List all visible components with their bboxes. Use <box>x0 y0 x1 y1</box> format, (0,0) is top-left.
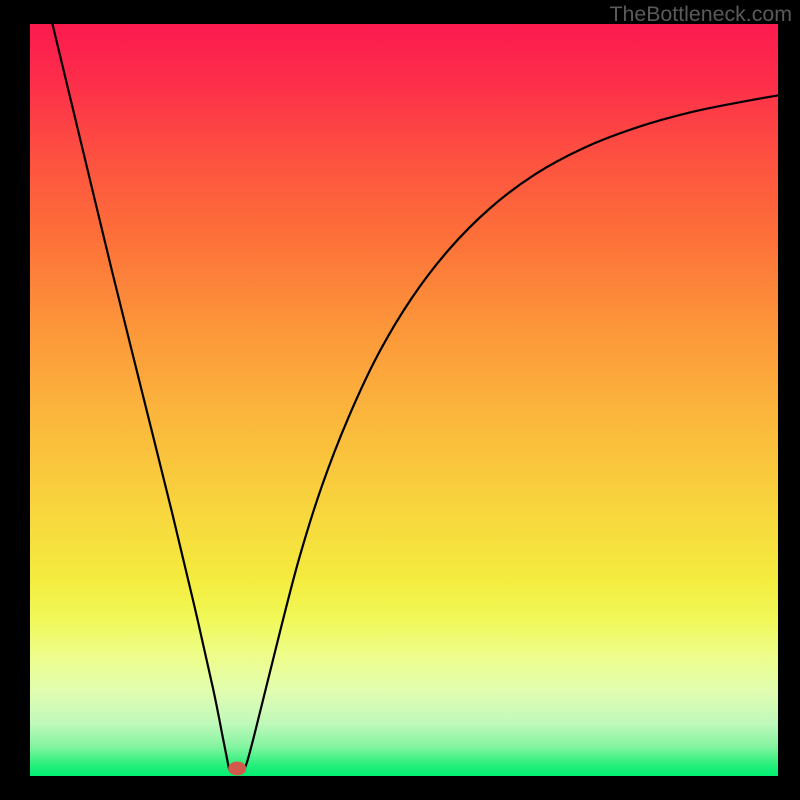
watermark-text: TheBottleneck.com <box>609 2 792 27</box>
chart-background <box>30 24 778 776</box>
minimum-marker <box>228 761 246 775</box>
bottleneck-curve-chart <box>0 0 800 800</box>
chart-container: TheBottleneck.com <box>0 0 800 800</box>
